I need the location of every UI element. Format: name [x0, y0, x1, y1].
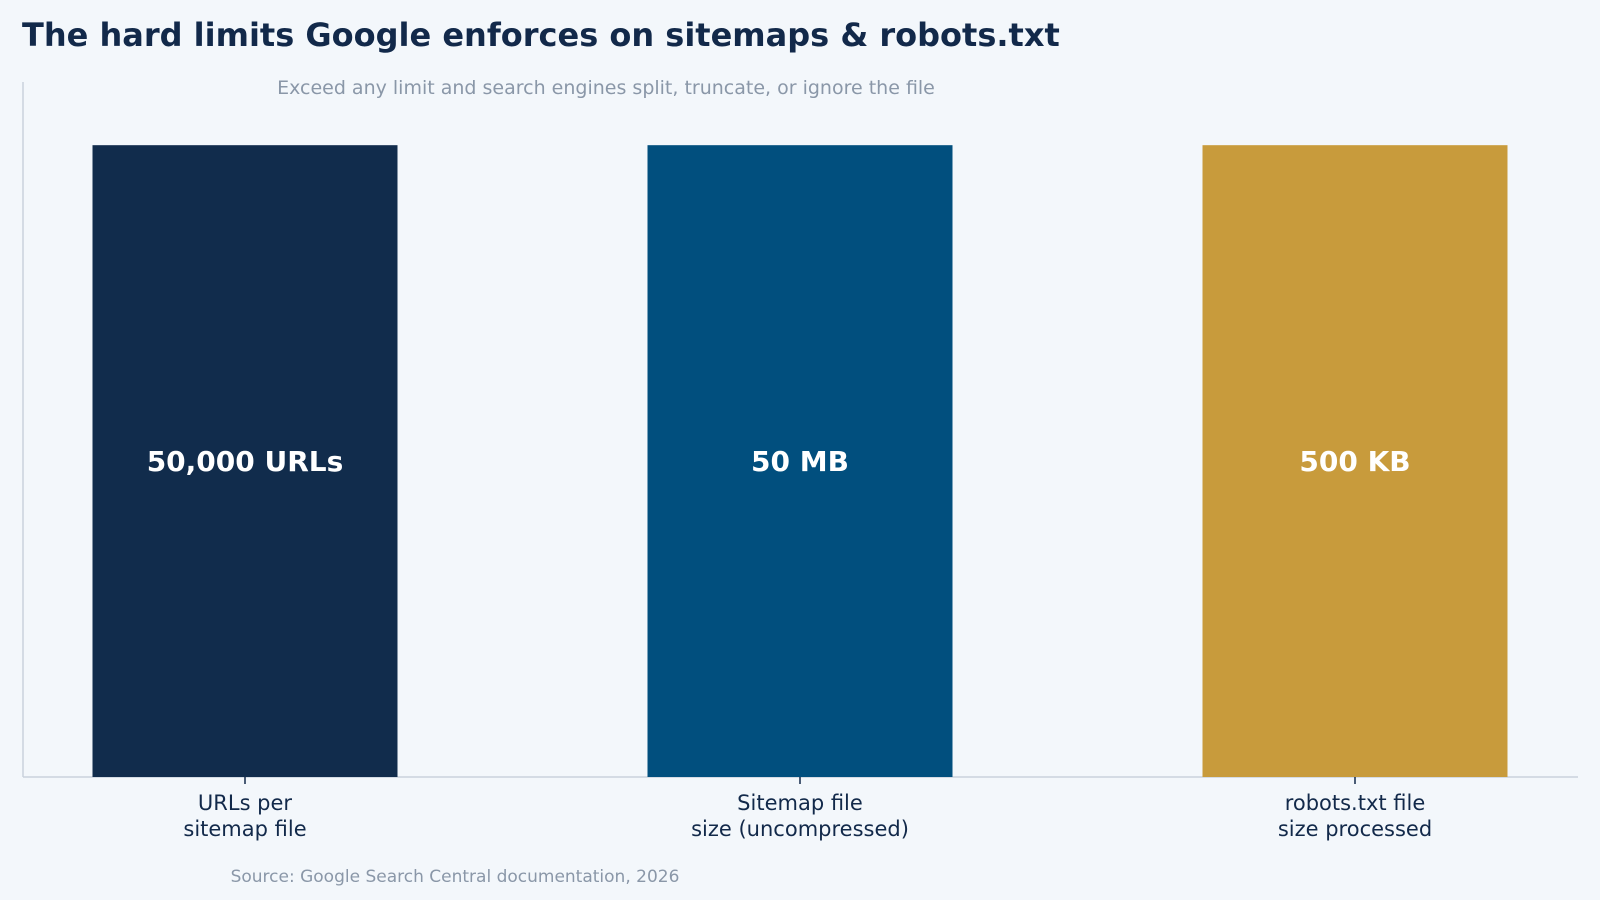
x-tick-label: sitemap file	[183, 817, 306, 841]
bar-group: 50,000 URLs 50 MB 500 KB	[92, 145, 1508, 777]
bar-data-label: 50 MB	[751, 445, 849, 478]
bar-data-label: 50,000 URLs	[147, 445, 344, 478]
chart-subtitle: Exceed any limit and search engines spli…	[277, 77, 935, 99]
x-tick-label: size processed	[1278, 817, 1432, 841]
bar-2	[647, 145, 953, 777]
chart-title: The hard limits Google enforces on sitem…	[22, 16, 1060, 54]
bar-1	[92, 145, 398, 777]
x-tick-label: robots.txt file	[1285, 791, 1426, 815]
bar-data-label: 500 KB	[1299, 445, 1410, 478]
x-tick-label: Sitemap file	[737, 791, 863, 815]
x-tick-label: size (uncompressed)	[691, 817, 909, 841]
x-tick-label: URLs per	[198, 791, 293, 815]
source-note: Source: Google Search Central documentat…	[231, 867, 680, 887]
bar-3	[1202, 145, 1508, 777]
